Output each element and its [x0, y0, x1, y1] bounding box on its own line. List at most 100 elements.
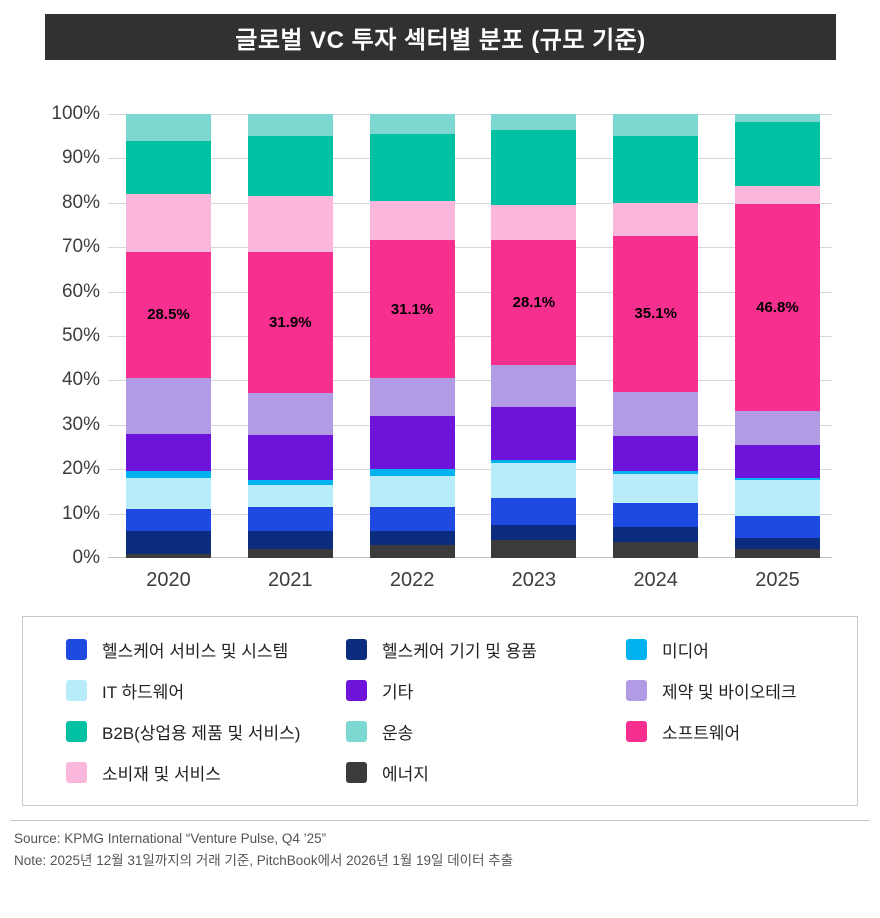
legend-item: 소프트웨어: [626, 719, 847, 744]
segment-에너지: [369, 544, 455, 558]
segment-헬스케어 기기 및 용품: [369, 531, 455, 545]
bars: 28.5% 31.9% 31.1% 28.1% 35.1% 46.8%: [108, 114, 832, 558]
legend-label: 제약 및 바이오테크: [662, 683, 797, 702]
segment-제약 및 바이오테크: [734, 411, 820, 445]
legend-label: 헬스케어 기기 및 용품: [382, 642, 537, 661]
segment-제약 및 바이오테크: [247, 393, 333, 436]
segment-소비재 및 서비스: [734, 185, 820, 204]
segment-B2B(상업용 제품 및 서비스): [613, 136, 699, 203]
y-axis-label: 30%: [61, 413, 100, 435]
segment-미디어: [369, 469, 455, 476]
segment-미디어: [613, 471, 699, 474]
bar-value-label: 28.1%: [512, 294, 556, 311]
legend-swatch: [346, 762, 367, 783]
gridline: [108, 203, 832, 204]
legend: 헬스케어 서비스 및 시스템 헬스케어 기기 및 용품 미디어 IT 하드웨어 기타 제약…: [22, 616, 858, 806]
segment-에너지: [734, 549, 820, 558]
segment-소프트웨어: 28.1%: [491, 240, 577, 365]
segment-제약 및 바이오테크: [369, 378, 455, 416]
segment-에너지: [247, 549, 333, 558]
segment-기타: [369, 415, 455, 470]
segment-IT 하드웨어: [126, 478, 211, 510]
stacked-bar-chart: 0% 10% 20% 30% 40% 50% 60% 70% 80% 90% 100% 28.5% 3…: [24, 103, 832, 592]
segment-소프트웨어: 28.5%: [126, 251, 211, 379]
bar-2025: 46.8%: [734, 114, 820, 558]
legend-label: 에너지: [382, 765, 429, 784]
legend-item: 운송: [346, 719, 626, 744]
segment-B2B(상업용 제품 및 서비스): [126, 140, 211, 194]
segment-헬스케어 서비스 및 시스템: [734, 515, 820, 539]
y-axis-label: 70%: [61, 236, 100, 258]
gridline: [108, 114, 832, 115]
legend-item: 에너지: [346, 760, 626, 785]
legend-label: 소프트웨어: [662, 724, 741, 743]
legend-swatch: [66, 639, 87, 660]
y-axis-label: 90%: [61, 147, 100, 169]
x-axis-label: 2025: [755, 569, 800, 591]
segment-B2B(상업용 제품 및 서비스): [734, 121, 820, 186]
segment-소비재 및 서비스: [491, 204, 577, 241]
segment-에너지: [126, 553, 211, 558]
segment-소프트웨어: 35.1%: [613, 235, 699, 392]
segment-헬스케어 서비스 및 시스템: [369, 506, 455, 532]
segment-IT 하드웨어: [734, 480, 820, 516]
segment-IT 하드웨어: [491, 462, 577, 499]
note-text: Note: 2025년 12월 31일까지의 거래 기준, PitchBook에…: [14, 852, 514, 868]
segment-운송: [369, 114, 455, 134]
page-title: 글로벌 VC 투자 섹터별 분포 (규모 기준): [235, 26, 646, 54]
segment-헬스케어 서비스 및 시스템: [247, 506, 333, 532]
segment-미디어: [491, 460, 577, 463]
page: 글로벌 VC 투자 섹터별 분포 (규모 기준) 0% 10% 20% 30% 40% 5…: [0, 14, 880, 918]
gridline: [108, 469, 832, 470]
segment-제약 및 바이오테크: [613, 391, 699, 436]
segment-B2B(상업용 제품 및 서비스): [247, 136, 333, 197]
gridline: [108, 380, 832, 381]
segment-운송: [491, 114, 577, 130]
legend-label: 운송: [382, 724, 414, 743]
legend-label: B2B(상업용 제품 및 서비스): [102, 724, 301, 743]
segment-운송: [247, 114, 333, 137]
legend-label: 헬스케어 서비스 및 시스템: [102, 642, 289, 661]
segment-에너지: [491, 540, 577, 558]
x-axis-label: 2023: [511, 569, 557, 591]
chart-title-bar: 글로벌 VC 투자 섹터별 분포 (규모 기준): [45, 14, 836, 60]
segment-헬스케어 기기 및 용품: [734, 538, 820, 550]
segment-기타: [734, 444, 820, 479]
segment-헬스케어 서비스 및 시스템: [126, 509, 211, 532]
bar-value-label: 31.1%: [390, 300, 434, 318]
y-axis-label: 60%: [61, 280, 100, 302]
segment-운송: [734, 114, 820, 122]
segment-소프트웨어: 31.1%: [369, 240, 455, 379]
segment-미디어: [247, 479, 333, 485]
x-axis-label: 2020: [146, 569, 191, 591]
segment-소비재 및 서비스: [126, 193, 211, 252]
gridline: [108, 336, 832, 337]
gridline: [108, 514, 832, 515]
legend-swatch: [626, 721, 647, 742]
segment-B2B(상업용 제품 및 서비스): [369, 134, 455, 201]
segment-헬스케어 기기 및 용품: [126, 531, 211, 554]
segment-IT 하드웨어: [247, 484, 333, 507]
gridline: [108, 425, 832, 426]
legend-swatch: [626, 680, 647, 701]
segment-소비재 및 서비스: [247, 196, 333, 252]
segment-기타: [126, 433, 211, 472]
y-axis-label: 40%: [61, 369, 100, 391]
y-axis-label: 20%: [61, 458, 100, 480]
x-axis-label: 2024: [633, 569, 678, 591]
gridline: [108, 247, 832, 248]
legend-label: 기타: [382, 683, 414, 702]
plot-area: 28.5% 31.9% 31.1% 28.1% 35.1% 46.8%: [108, 114, 832, 558]
bar-2022: 31.1%: [369, 114, 455, 558]
segment-소비재 및 서비스: [369, 200, 455, 241]
y-axis-label: 10%: [61, 502, 100, 524]
legend-swatch: [346, 721, 367, 742]
x-axis-label: 2022: [389, 569, 435, 591]
segment-운송: [126, 114, 211, 141]
segment-운송: [613, 114, 699, 137]
legend-swatch: [346, 680, 367, 701]
segment-헬스케어 서비스 및 시스템: [613, 502, 699, 527]
bar-value-label: 31.9%: [269, 313, 312, 331]
segment-미디어: [126, 471, 211, 479]
x-axis: 2020 2021 2022 2023 2024 2025: [108, 569, 832, 592]
